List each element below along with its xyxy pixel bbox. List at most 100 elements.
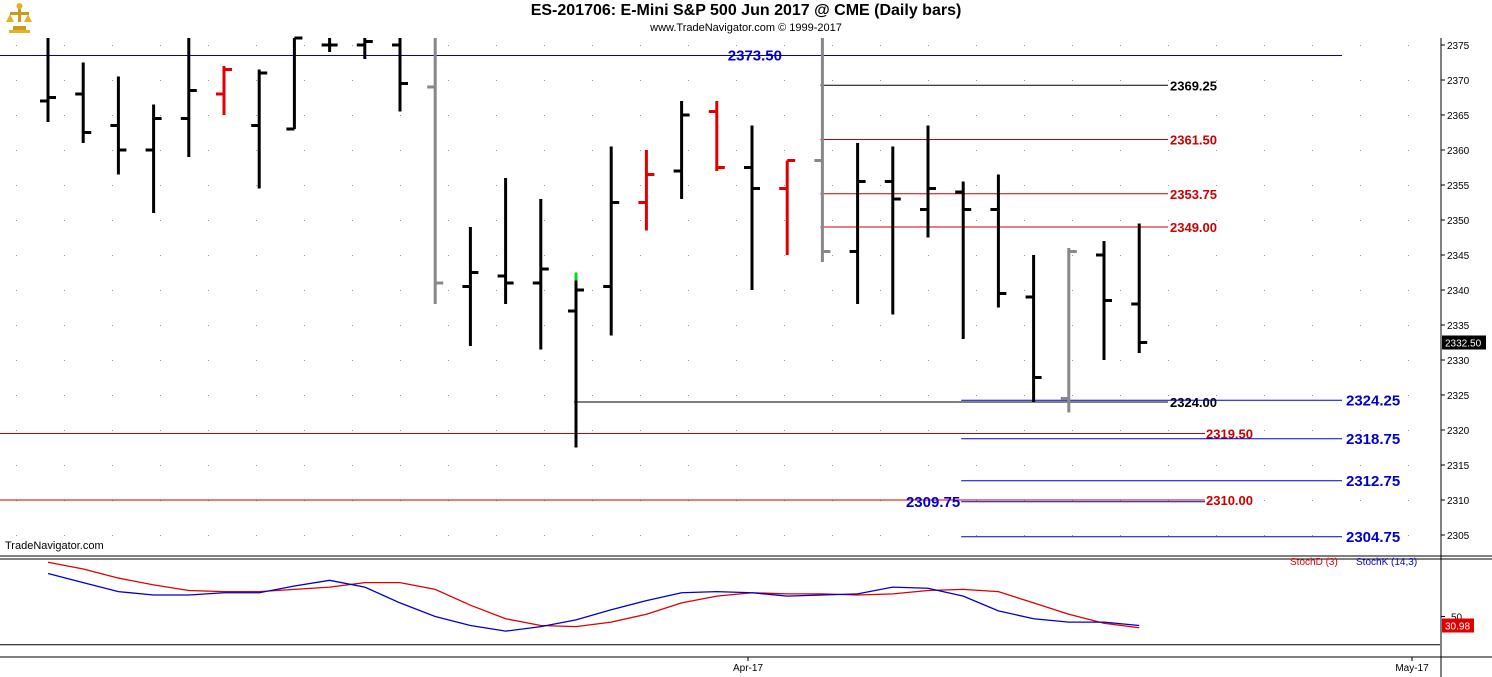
grid-dot	[208, 255, 209, 256]
grid-dot	[1024, 535, 1025, 536]
grid-dot	[544, 80, 545, 81]
grid-dot	[1024, 80, 1025, 81]
ohlc-bar	[990, 174, 1007, 308]
grid-dot	[688, 395, 689, 396]
grid-dot	[448, 360, 449, 361]
ohlc-bar	[814, 38, 831, 262]
grid-dot	[640, 80, 641, 81]
grid-dot	[1024, 290, 1025, 291]
grid-dot	[1168, 45, 1169, 46]
grid-dot	[1168, 290, 1169, 291]
grid-dot	[784, 45, 785, 46]
grid-dot	[16, 80, 17, 81]
grid-dot	[64, 535, 65, 536]
grid-dot	[1120, 80, 1121, 81]
grid-dot	[1408, 220, 1409, 221]
grid-dot	[112, 290, 113, 291]
price-tick-label: 2355	[1447, 181, 1470, 192]
grid-dot	[1216, 360, 1217, 361]
ohlc-bar	[180, 38, 197, 157]
grid-dot	[784, 150, 785, 151]
grid-dot	[352, 290, 353, 291]
grid-dot	[928, 115, 929, 116]
grid-dot	[256, 535, 257, 536]
grid-dot	[832, 255, 833, 256]
chart-title: ES-201706: E-Mini S&P 500 Jun 2017 @ CME…	[530, 2, 962, 19]
grid-dot	[976, 150, 977, 151]
time-tick-label: May-17	[1395, 663, 1429, 674]
grid-dot	[64, 45, 65, 46]
last-price-label: 2332.50	[1445, 339, 1482, 350]
grid-dot	[880, 465, 881, 466]
grid-dot	[736, 150, 737, 151]
grid-dot	[688, 360, 689, 361]
grid-dot	[1216, 80, 1217, 81]
grid-dot	[496, 535, 497, 536]
grid-dot	[736, 220, 737, 221]
grid-dot	[448, 220, 449, 221]
grid-dot	[544, 430, 545, 431]
grid-dot	[1168, 325, 1169, 326]
ohlc-bar	[1131, 223, 1148, 353]
grid-dot	[736, 430, 737, 431]
grid-dot	[1024, 360, 1025, 361]
trade-navigator-logo-icon	[6, 3, 32, 33]
grid-dot	[976, 45, 977, 46]
grid-dot	[1072, 185, 1073, 186]
grid-dot	[64, 115, 65, 116]
grid-dot	[688, 45, 689, 46]
grid-dot	[1168, 185, 1169, 186]
grid-dot	[1024, 185, 1025, 186]
grid-dot	[784, 430, 785, 431]
grid-dot	[976, 535, 977, 536]
grid-dot	[16, 535, 17, 536]
grid-dot	[304, 535, 305, 536]
grid-dot	[544, 360, 545, 361]
grid-dot	[304, 150, 305, 151]
ohlc-bar	[1096, 241, 1112, 360]
grid-dot	[1072, 255, 1073, 256]
grid-dot	[160, 465, 161, 466]
grid-dot	[448, 395, 449, 396]
grid-dot	[544, 325, 545, 326]
ohlc-bar	[251, 69, 268, 189]
ohlc-bar	[145, 104, 162, 213]
grid-dot	[352, 220, 353, 221]
grid-dot	[592, 115, 593, 116]
grid-dot	[976, 325, 977, 326]
grid-dot	[1216, 150, 1217, 151]
grid-dot	[880, 80, 881, 81]
grid-dot	[448, 185, 449, 186]
grid-dot	[352, 150, 353, 151]
grid-dot	[304, 325, 305, 326]
price-tick-label: 2305	[1447, 531, 1470, 542]
grid-dot	[592, 80, 593, 81]
ohlc-bar	[497, 178, 514, 304]
grid-dot	[496, 465, 497, 466]
grid-dot	[16, 465, 17, 466]
grid-dot	[64, 290, 65, 291]
grid-dot	[688, 430, 689, 431]
stoch-tick-label: 50	[1451, 612, 1463, 623]
grid-dot	[1312, 325, 1313, 326]
price-level-label: 2353.75	[1170, 187, 1217, 202]
grid-dot	[400, 255, 401, 256]
grid-dot	[16, 360, 17, 361]
ohlc-bar	[110, 76, 127, 175]
grid-dot	[1120, 150, 1121, 151]
grid-dot	[1264, 185, 1265, 186]
price-tick-label: 2315	[1447, 461, 1470, 472]
grid-dot	[688, 220, 689, 221]
grid-dot	[832, 80, 833, 81]
grid-dot	[688, 80, 689, 81]
grid-dot	[1168, 80, 1169, 81]
grid-dot	[1072, 115, 1073, 116]
grid-dot	[880, 360, 881, 361]
grid-dot	[592, 185, 593, 186]
grid-dot	[1216, 290, 1217, 291]
grid-dot	[1024, 465, 1025, 466]
grid-dot	[1360, 220, 1361, 221]
grid-dot	[400, 360, 401, 361]
price-level-label: 2373.50	[728, 48, 782, 65]
